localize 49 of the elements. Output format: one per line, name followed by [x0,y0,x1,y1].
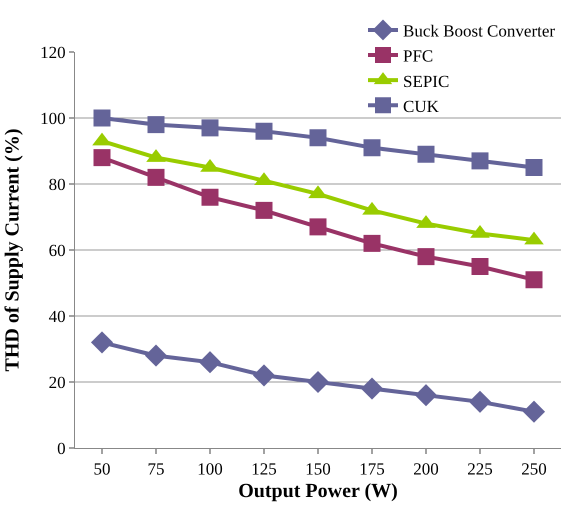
point [148,168,164,186]
point [90,331,114,354]
point [310,218,326,236]
y-tick-label: 80 [48,174,66,194]
x-tick-label: 150 [305,459,331,478]
x-tick-label: 50 [94,459,110,478]
x-axis-title: Output Power (W) [238,480,398,502]
x-tick-label: 75 [148,459,164,478]
x-tick-label: 200 [413,459,439,478]
point [148,116,164,134]
point [522,400,546,423]
y-tick-label: 0 [57,438,66,458]
x-tick-label: 125 [251,459,277,478]
point [472,152,488,170]
point [306,370,330,394]
point [526,159,542,176]
legend-label: CUK [403,96,440,116]
y-tick-label: 20 [48,372,66,392]
y-tick-label: 120 [40,42,66,62]
point [94,110,110,126]
point [310,129,326,146]
point [202,188,218,206]
point [360,378,384,400]
y-tick-label: 100 [40,108,66,128]
point [472,258,488,275]
x-tick-label: 175 [359,459,385,478]
point [526,271,542,288]
point [144,344,168,367]
y-tick-label: 60 [48,240,66,260]
legend-label: Buck Boost Converter [403,22,556,41]
y-axis-title: THD of Supply Current (%) [2,128,24,372]
point [198,351,222,374]
x-tick-label: 225 [467,459,493,478]
point [202,119,218,136]
y-tick-label: 40 [48,306,66,326]
point [256,202,272,219]
point [364,139,380,156]
legend-label: PFC [403,46,434,66]
x-tick-label: 100 [197,459,223,478]
point [94,149,110,166]
point [252,364,276,386]
point [414,384,438,406]
point [256,122,272,140]
point [468,390,492,413]
x-tick-label: 250 [521,459,547,478]
legend-label: SEPIC [403,72,450,91]
point [418,146,434,163]
point [418,248,434,266]
point [364,234,380,252]
